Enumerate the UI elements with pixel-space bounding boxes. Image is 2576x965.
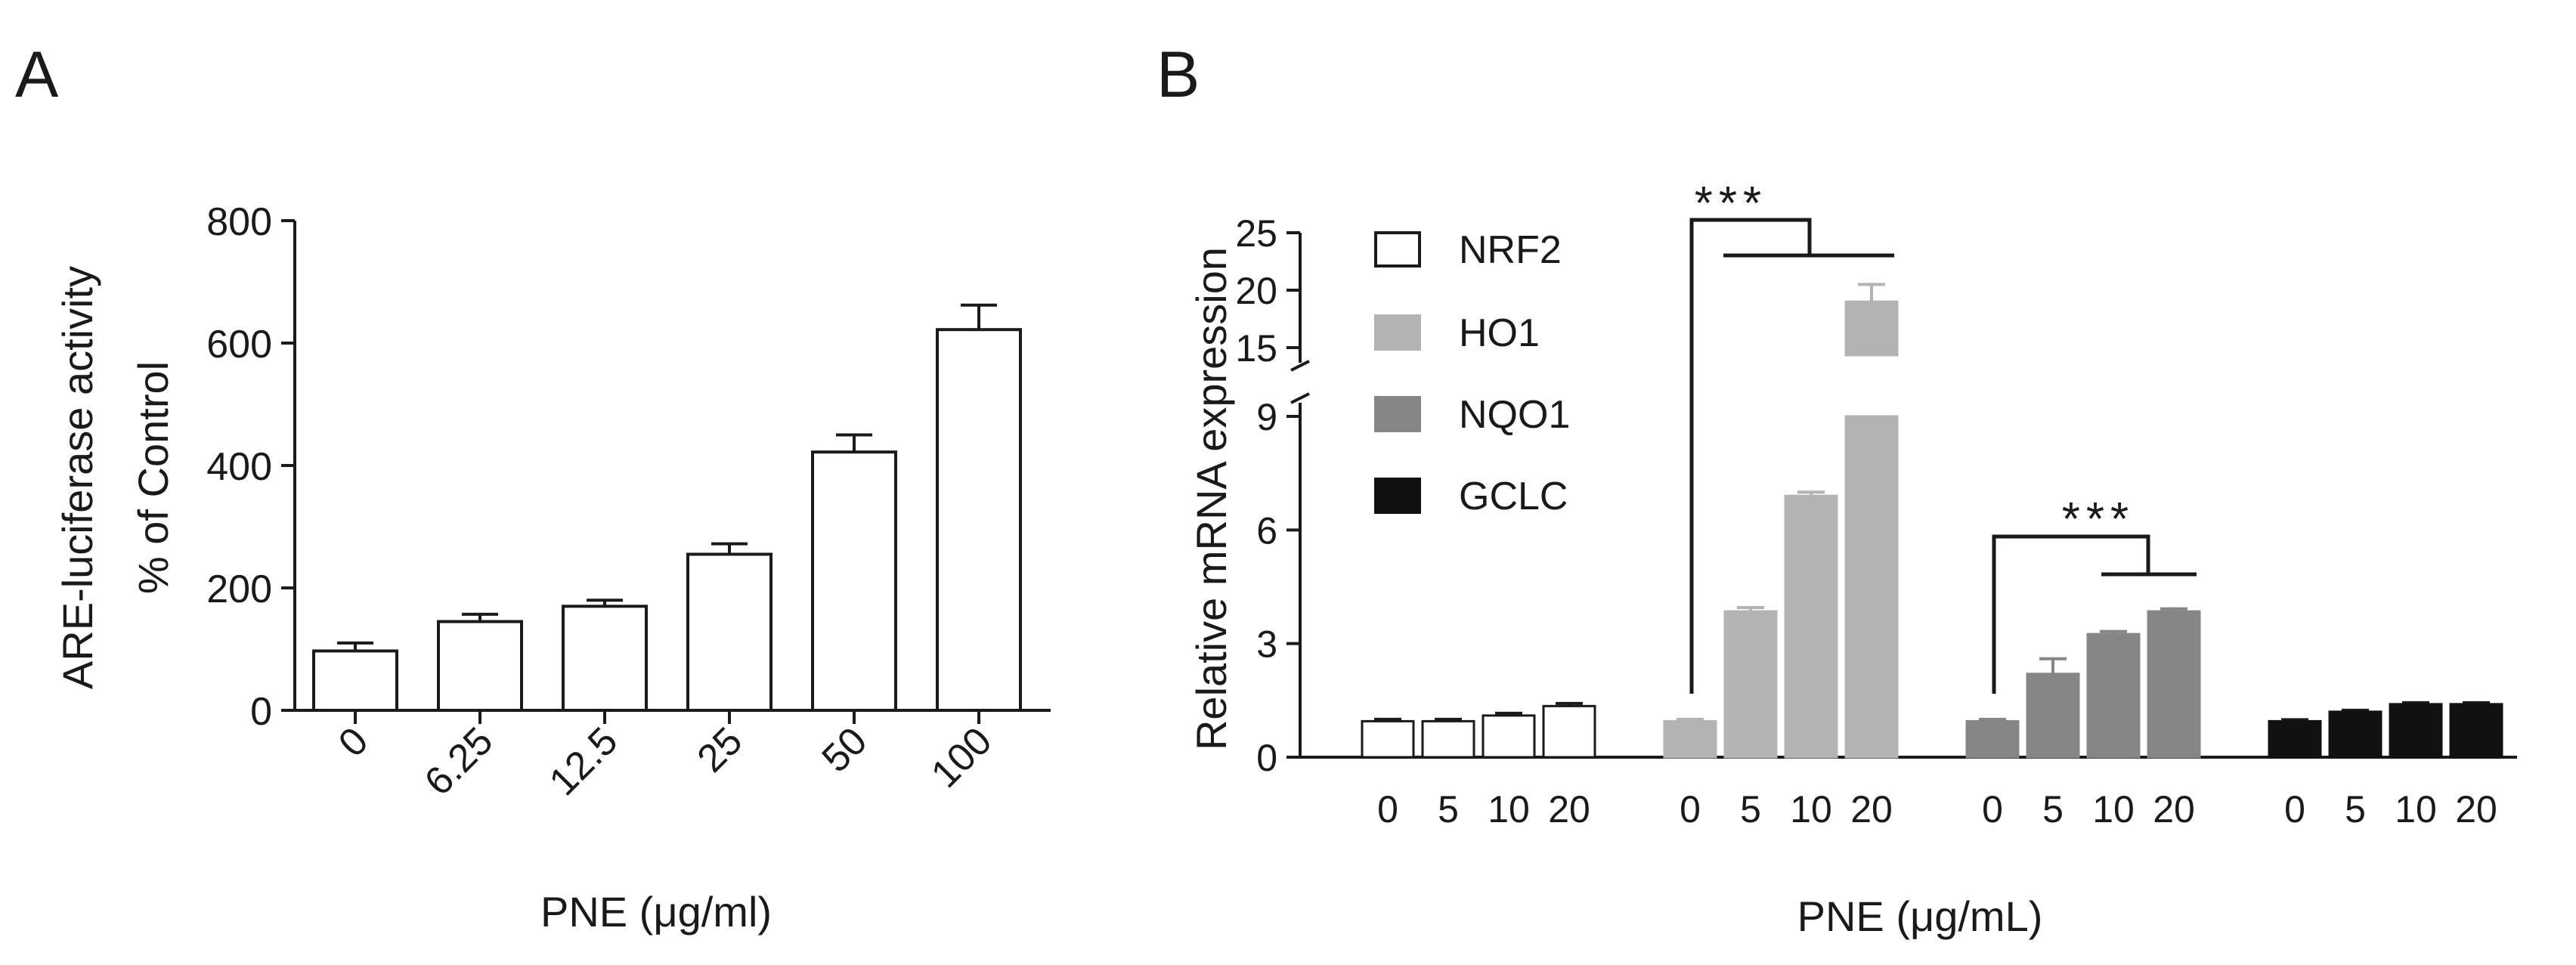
b-bar-GCLC-5: [2328, 710, 2382, 759]
chart-a: 0 200 400 600 800 0 6.25 12.5 25 50 100 ARE-lucife…: [54, 200, 1051, 936]
chart-a-ylabel-2: % of Control: [129, 361, 177, 594]
chart-b-significance: *** ***: [1689, 178, 2197, 694]
panel-label-b: B: [1156, 39, 1200, 111]
b-xtick-label: 0: [1377, 788, 1398, 830]
legend-label-HO1: HO1: [1459, 311, 1540, 355]
b-ytick-label: 20: [1235, 270, 1277, 312]
a-bar-6.25: [437, 620, 523, 712]
b-bar-HO1-5: [1723, 610, 1778, 759]
b-bar-HO1-20-lower: [1844, 415, 1899, 759]
legend-swatch-HO1: [1374, 314, 1421, 351]
chart-a-ylabel-1: ARE-luciferase activity: [54, 266, 101, 689]
b-xtick-label: 0: [1680, 788, 1701, 830]
a-ytick-label: 600: [206, 323, 272, 367]
b-bar-NRF2-5: [1421, 719, 1475, 759]
b-bar-HO1-10: [1784, 494, 1838, 759]
b-bar-NRF2-0: [1361, 719, 1415, 759]
a-xtick-label: 0: [330, 719, 376, 765]
b-ytick-label: 9: [1256, 396, 1277, 438]
chart-b-ylabel: Relative mRNA expression: [1187, 247, 1235, 750]
b-ytick-label: 6: [1256, 509, 1277, 552]
significance-bracket-nqo1: [1992, 534, 2150, 694]
a-xtick-label: 6.25: [416, 719, 502, 804]
b-bar-HO1-20-upper: [1844, 300, 1899, 357]
b-xtick-label: 20: [1548, 788, 1590, 830]
b-bar-GCLC-0: [2268, 719, 2322, 759]
significance-bracket-ho1: [1689, 218, 1812, 694]
b-bar-NRF2-10: [1482, 714, 1536, 759]
legend-swatch-NRF2: [1374, 231, 1421, 268]
chart-b-legend: NRF2 HO1 NQO1 GCLC: [1374, 228, 1570, 518]
chart-b-xlabel: PNE (μg/mL): [1797, 892, 2043, 940]
legend-swatch-NQO1: [1374, 396, 1421, 432]
b-xtick-label: 0: [2284, 788, 2305, 830]
legend-label-NQO1: NQO1: [1459, 393, 1570, 437]
b-xtick-label: 10: [1790, 788, 1832, 830]
b-xtick-label: 5: [1438, 788, 1459, 830]
a-xtick-label: 50: [814, 719, 876, 781]
a-ytick-label: 200: [206, 568, 272, 611]
b-xtick-label: 0: [1982, 788, 2003, 830]
a-ytick-label: 0: [250, 690, 272, 734]
chart-a-xlabel: PNE (μg/ml): [540, 888, 772, 936]
b-bar-NQO1-5: [2026, 673, 2080, 759]
b-axis-break-mark: [1290, 392, 1310, 404]
chart-b-bars: [1361, 283, 2503, 759]
significance-label-ho1: ***: [1695, 178, 1767, 230]
b-xtick-label: 5: [1740, 788, 1761, 830]
b-ytick-label: 0: [1256, 737, 1277, 779]
b-bar-NQO1-20: [2147, 610, 2201, 759]
panel-label-a: A: [15, 39, 59, 111]
chart-a-axes: [281, 219, 1051, 724]
b-xtick-label: 10: [2395, 788, 2437, 830]
significance-label-nqo1: ***: [2062, 493, 2135, 546]
a-ytick-label: 800: [206, 200, 272, 244]
b-xtick-label: 10: [2092, 788, 2135, 830]
b-xtick-label: 5: [2345, 788, 2366, 830]
a-bar-100: [936, 328, 1022, 712]
b-xtick-label: 20: [2455, 788, 2497, 830]
a-xtick-label: 100: [923, 719, 1000, 796]
b-xtick-label: 5: [2042, 788, 2064, 830]
a-xtick-label: 12.5: [541, 719, 627, 804]
a-bar-12.5: [562, 605, 648, 712]
a-bar-50: [811, 450, 897, 712]
b-ytick-label: 25: [1235, 212, 1277, 255]
b-xtick-label: 20: [1850, 788, 1893, 830]
legend-label-GCLC: GCLC: [1459, 475, 1568, 518]
a-xtick-label: 25: [689, 719, 751, 781]
chart-a-bars: [312, 303, 1022, 713]
b-ytick-label: 15: [1235, 327, 1277, 370]
b-bar-HO1-0: [1663, 719, 1717, 759]
b-bar-GCLC-10: [2389, 703, 2443, 759]
a-bar-0: [312, 649, 398, 712]
legend-swatch-GCLC: [1374, 478, 1421, 514]
b-bar-NQO1-10: [2086, 633, 2141, 759]
legend-label-NRF2: NRF2: [1459, 228, 1562, 272]
b-ytick-label: 3: [1256, 623, 1277, 666]
b-axis-break-mark: [1290, 360, 1310, 372]
b-xtick-label: 10: [1488, 788, 1530, 830]
a-ytick-label: 400: [206, 445, 272, 489]
a-bar-25: [686, 552, 772, 713]
b-bar-GCLC-20: [2449, 703, 2503, 759]
b-bar-NQO1-0: [1965, 719, 2020, 759]
b-bar-NRF2-20: [1542, 704, 1596, 759]
b-xtick-label: 20: [2153, 788, 2195, 830]
